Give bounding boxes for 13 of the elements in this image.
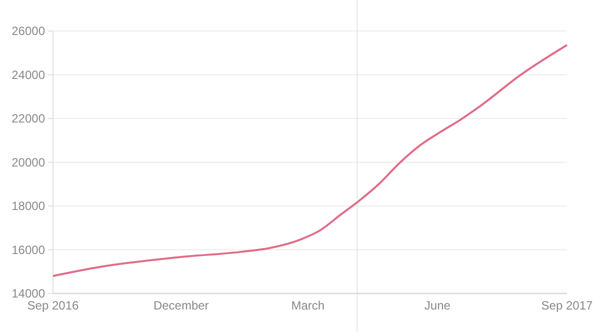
y-tick-label: 22000 (12, 112, 46, 126)
y-tick-label: 26000 (12, 24, 46, 38)
y-tick-label: 14000 (12, 286, 46, 301)
line-series (52, 44, 568, 277)
x-tick-label: Sep 2017 (541, 298, 594, 312)
x-tick-label: December (153, 298, 209, 312)
x-tick-label: June (424, 298, 451, 312)
y-tick-label: 24000 (12, 68, 46, 82)
x-tick-label: March (291, 298, 325, 312)
y-tick-label: 20000 (12, 155, 46, 170)
x-tick-label: Sep 2016 (27, 298, 80, 312)
y-tick-label: 16000 (12, 242, 46, 257)
y-tick-label: 18000 (12, 199, 46, 214)
